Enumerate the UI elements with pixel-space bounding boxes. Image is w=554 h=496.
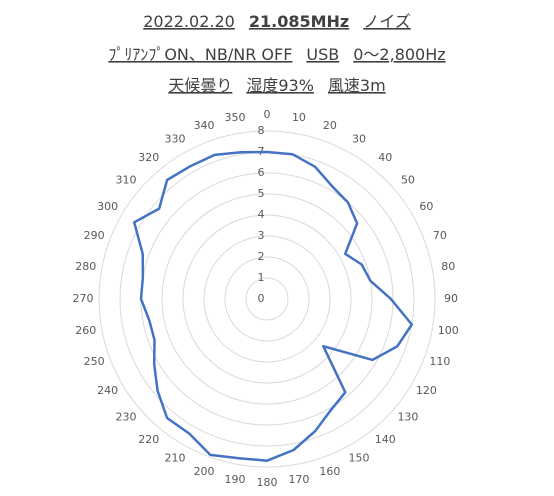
angle-label: 240 (97, 384, 118, 397)
angle-label: 60 (419, 200, 433, 213)
angle-label: 100 (438, 324, 459, 337)
angle-label: 110 (429, 355, 450, 368)
angle-label: 120 (416, 384, 437, 397)
subtitle-part: 0～2,800Hz (353, 45, 445, 64)
angle-label: 150 (349, 451, 370, 464)
angle-label: 140 (375, 433, 396, 446)
grid-circle (203, 235, 331, 363)
angle-label: 300 (97, 200, 118, 213)
angle-label: 20 (323, 119, 337, 132)
angle-label: 30 (352, 133, 366, 146)
angle-label: 70 (433, 229, 447, 242)
angle-label: 190 (225, 473, 246, 486)
subtitle2-part: 天候曇り (168, 76, 232, 95)
grid-circle (182, 214, 352, 384)
angle-label: 260 (75, 324, 96, 337)
title-date: 2022.02.20 (143, 12, 235, 31)
grid-circle (245, 277, 289, 321)
r-tick-label: 3 (258, 229, 265, 242)
r-tick-label: 1 (258, 271, 265, 284)
angle-label: 270 (73, 292, 94, 305)
grid-circle (161, 193, 373, 405)
angle-label: 340 (194, 119, 215, 132)
angle-label: 170 (288, 473, 309, 486)
angle-label: 350 (225, 111, 246, 124)
angle-label: 130 (397, 410, 418, 423)
angle-label: 40 (378, 151, 392, 164)
angle-label: 290 (84, 229, 105, 242)
subtitle-part: USB (306, 45, 339, 64)
chart-title: 2022.02.20 21.085MHz ノイズ (143, 12, 411, 31)
angle-label: 210 (165, 451, 186, 464)
angle-label: 220 (138, 433, 159, 446)
subtitle: ﾌﾟﾘｱﾝﾌﾟON、NB/NR OFF USB 0～2,800Hz (108, 45, 445, 64)
subtitle2: 天候曇り 湿度93% 風速3m (168, 76, 385, 95)
angle-label: 200 (194, 465, 215, 478)
angle-label: 320 (138, 151, 159, 164)
angle-label: 50 (401, 174, 415, 187)
radar-line (132, 150, 414, 462)
angle-label: 0 (264, 108, 271, 121)
title-frequency: 21.085MHz (249, 12, 349, 31)
angle-label: 230 (116, 410, 137, 423)
subtitle2-part: 風速3m (328, 76, 386, 95)
grid-circle (224, 256, 310, 342)
r-tick-label: 8 (258, 124, 265, 137)
angle-label: 310 (116, 174, 137, 187)
grid-circle (119, 151, 415, 447)
subtitle2-part: 湿度93% (246, 76, 314, 95)
angle-label: 90 (444, 292, 458, 305)
r-tick-label: 6 (258, 166, 265, 179)
title-label: ノイズ (363, 12, 411, 31)
r-tick-label: 5 (258, 187, 265, 200)
r-tick-label: 0 (258, 292, 265, 305)
angle-label: 160 (319, 465, 340, 478)
angle-label: 250 (84, 355, 105, 368)
angle-label: 180 (257, 476, 278, 489)
angle-label: 330 (165, 133, 186, 146)
angle-label: 280 (75, 260, 96, 273)
angle-label: 10 (292, 111, 306, 124)
grid-circle (140, 172, 394, 426)
grid-circle (98, 130, 436, 468)
angle-label: 80 (441, 260, 455, 273)
r-tick-label: 2 (258, 250, 265, 263)
subtitle-part: ﾌﾟﾘｱﾝﾌﾟON、NB/NR OFF (108, 45, 292, 64)
r-tick-label: 4 (258, 208, 265, 221)
